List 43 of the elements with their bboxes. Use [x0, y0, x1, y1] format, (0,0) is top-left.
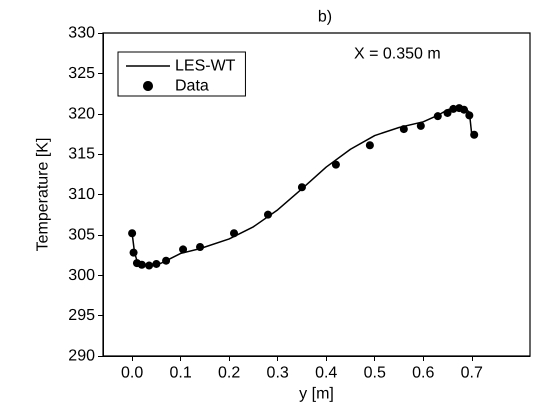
y-tick-label: 305: [68, 226, 96, 244]
point: [298, 183, 306, 192]
y-tick-label: 325: [68, 64, 96, 82]
point: [230, 229, 238, 238]
point: [470, 130, 478, 139]
point: [128, 229, 136, 238]
y-tick-label: 300: [68, 266, 96, 284]
point: [145, 262, 154, 270]
y-tick-label: 310: [68, 186, 96, 203]
legend-label: Data: [175, 78, 209, 94]
chart-title: b): [318, 8, 332, 26]
point: [460, 106, 468, 114]
point: [366, 141, 374, 150]
point: [465, 111, 474, 120]
x-axis-title: y [m]: [299, 386, 334, 402]
y-tick-label: 295: [68, 307, 96, 324]
point: [130, 248, 138, 257]
point: [179, 245, 188, 254]
point: [434, 112, 442, 120]
point: [332, 160, 340, 169]
x-tick-label: 0.7: [460, 364, 483, 382]
x-tick-label: 0.3: [266, 364, 289, 382]
legend-label: LES-WT: [175, 58, 236, 74]
y-axis-title: Temperature [K]: [34, 138, 52, 252]
point: [152, 260, 160, 268]
point: [196, 242, 204, 251]
y-tick-label: 330: [68, 24, 96, 42]
x-tick-label: 0.5: [364, 364, 386, 382]
point: [444, 108, 452, 117]
point: [416, 122, 425, 130]
point: [264, 210, 272, 219]
x-tick-label: 0.6: [412, 364, 434, 382]
y-tick-label: 320: [68, 105, 96, 122]
x-tick-label: 0.2: [218, 364, 240, 382]
y-tick-label: 315: [68, 146, 96, 163]
x-tick-label: 0.4: [315, 364, 338, 382]
x-tick-label: 0.1: [170, 364, 192, 382]
point: [162, 256, 170, 265]
y-tick-label: 290: [68, 348, 96, 364]
annotation: X = 0.350 m: [354, 46, 441, 62]
point: [400, 125, 408, 134]
point: [138, 260, 146, 269]
x-tick-label: 0.0: [120, 364, 144, 382]
